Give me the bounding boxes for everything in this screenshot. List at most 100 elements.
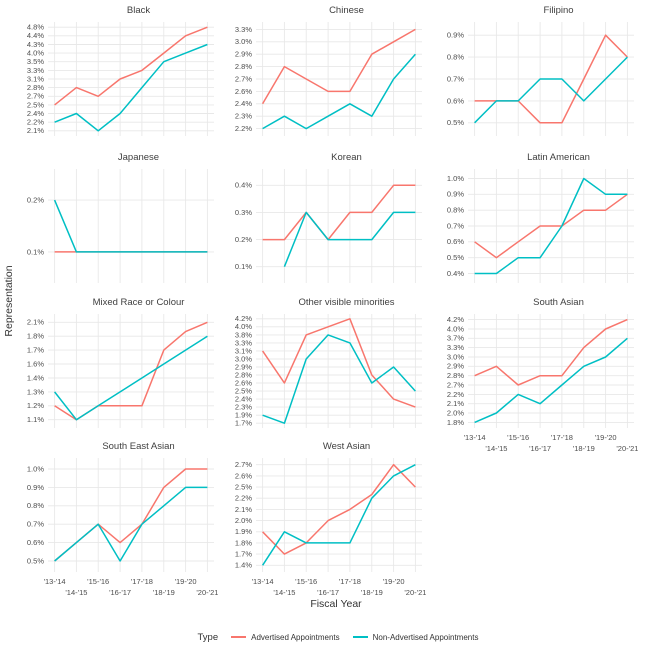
y-tick-labels: 1.7%1.9%2.3%2.4%2.5%2.6%2.8%2.9%3.0%3.1%… — [235, 314, 252, 427]
svg-text:2.8%: 2.8% — [235, 62, 252, 71]
facet-west-asian: West Asian 1.4% 1.7% 1.8% 1.9% 2.0% 2.1% 2.2% 2.… — [222, 440, 437, 609]
svg-text:'19-'20: '19-'20 — [175, 577, 197, 586]
svg-text:2.5%: 2.5% — [235, 387, 252, 396]
svg-text:'18-'19: '18-'19 — [153, 588, 175, 597]
svg-text:4.0%: 4.0% — [235, 322, 252, 331]
facet-other-visible-minorities: Other visible minorities 1.7% 1.9% 2.3% 2.4%… — [222, 296, 437, 437]
svg-text:0.1%: 0.1% — [235, 262, 252, 271]
v-gridlines — [474, 314, 628, 428]
svg-text:'15-'16: '15-'16 — [87, 577, 109, 586]
svg-text:3.3%: 3.3% — [27, 66, 44, 75]
facet-korean: Korean 0.1% 0.2% 0.3% 0.4% — [222, 151, 437, 292]
svg-text:'19-'20: '19-'20 — [383, 577, 405, 586]
facet-plot-chinese: 2.2% 2.3% 2.4% 2.6% 2.7% 2.8% 2.9% 3.0% 3.3% — [235, 22, 422, 136]
svg-text:2.1%: 2.1% — [447, 399, 464, 408]
svg-text:4.4%: 4.4% — [27, 31, 44, 40]
svg-text:0.8%: 0.8% — [447, 53, 464, 62]
facet-title-latin-american: Latin American — [527, 152, 590, 163]
svg-text:2.7%: 2.7% — [235, 74, 252, 83]
svg-text:0.6%: 0.6% — [447, 237, 464, 246]
svg-text:'16-'17: '16-'17 — [109, 588, 131, 597]
svg-text:2.1%: 2.1% — [27, 126, 44, 135]
v-gridlines — [54, 458, 208, 572]
svg-text:0.4%: 0.4% — [235, 181, 252, 190]
svg-text:3.1%: 3.1% — [235, 346, 252, 355]
svg-text:1.1%: 1.1% — [27, 415, 44, 424]
svg-text:0.9%: 0.9% — [447, 190, 464, 199]
facet-mixed-race-or-colour: Mixed Race or Colour 1.1% 1.2% 1.3% 1.4% 1.6%… — [14, 296, 229, 437]
svg-text:0.9%: 0.9% — [447, 31, 464, 40]
svg-text:'20-'21: '20-'21 — [404, 588, 426, 597]
svg-text:'13-'14: '13-'14 — [252, 577, 274, 586]
h-gridlines — [256, 28, 422, 130]
svg-text:1.7%: 1.7% — [235, 550, 252, 559]
svg-text:'16-'17: '16-'17 — [317, 588, 339, 597]
facet-title-other-visible-minorities: Other visible minorities — [298, 297, 395, 308]
svg-text:2.1%: 2.1% — [27, 318, 44, 327]
non-advertised-line — [474, 337, 628, 424]
facet-south-asian: South Asian 1.8% 2.0% 2.1% 2.2% 2.7% 2.8% 2.9% 3… — [434, 296, 646, 465]
svg-text:2.5%: 2.5% — [27, 100, 44, 109]
svg-text:2.1%: 2.1% — [235, 505, 252, 514]
svg-text:1.4%: 1.4% — [235, 561, 252, 570]
y-tick-labels: 2.1%2.2%2.4%2.5%2.7%2.8%3.1%3.3%3.5%4.0%… — [27, 23, 44, 136]
svg-text:0.8%: 0.8% — [447, 206, 464, 215]
svg-text:2.9%: 2.9% — [447, 362, 464, 371]
svg-text:1.9%: 1.9% — [235, 411, 252, 420]
svg-text:2.6%: 2.6% — [235, 471, 252, 480]
svg-text:3.5%: 3.5% — [27, 57, 44, 66]
svg-text:2.8%: 2.8% — [235, 370, 252, 379]
facet-title-west-asian: West Asian — [322, 441, 371, 452]
v-gridlines — [54, 314, 208, 428]
svg-text:'13-'14: '13-'14 — [44, 577, 66, 586]
facet-title-black: Black — [126, 5, 151, 16]
svg-text:0.7%: 0.7% — [447, 221, 464, 230]
svg-text:3.0%: 3.0% — [235, 37, 252, 46]
svg-text:4.2%: 4.2% — [235, 314, 252, 323]
y-tick-labels: 0.5% 0.6% 0.7% 0.8% 0.9% 1.0% — [27, 464, 44, 565]
svg-text:3.0%: 3.0% — [447, 352, 464, 361]
svg-text:3.0%: 3.0% — [235, 354, 252, 363]
svg-text:'14-'15: '14-'15 — [65, 588, 87, 597]
advertised-line-swatch — [231, 636, 247, 638]
facet-plot-japanese: 0.1% 0.2% — [27, 169, 214, 283]
svg-text:0.7%: 0.7% — [27, 520, 44, 529]
svg-text:2.2%: 2.2% — [27, 118, 44, 127]
svg-text:2.7%: 2.7% — [447, 380, 464, 389]
svg-text:0.3%: 0.3% — [235, 208, 252, 217]
non-advertised-line — [54, 43, 208, 132]
legend-label-non-advertised: Non-Advertised Appointments — [372, 632, 479, 642]
svg-text:3.8%: 3.8% — [235, 330, 252, 339]
advertised-line — [261, 318, 416, 408]
v-gridlines — [54, 169, 208, 283]
svg-text:2.5%: 2.5% — [235, 483, 252, 492]
h-gridlines — [468, 34, 634, 124]
v-gridlines — [262, 458, 416, 572]
svg-text:3.3%: 3.3% — [447, 343, 464, 352]
svg-text:'18-'19: '18-'19 — [573, 444, 595, 453]
facet-south-east-asian: South East Asian 0.5% 0.6% 0.7% 0.8% 0.9% 1.0%… — [14, 440, 229, 609]
x-axis-title: Fiscal Year — [310, 598, 362, 610]
facet-title-south-east-asian: South East Asian — [102, 441, 175, 452]
svg-text:0.1%: 0.1% — [27, 247, 44, 256]
svg-text:2.8%: 2.8% — [27, 83, 44, 92]
y-tick-labels: 0.1% 0.2% — [27, 196, 44, 257]
svg-text:1.6%: 1.6% — [27, 359, 44, 368]
legend: Type Advertised Appointments Non-Adverti… — [0, 626, 646, 648]
svg-text:'15-'16: '15-'16 — [295, 577, 317, 586]
svg-text:2.3%: 2.3% — [235, 112, 252, 121]
facet-title-filipino: Filipino — [543, 5, 574, 16]
facet-black: Black 2.1% 2.2% 2.4% 2.5% 2.7% 2.8% 3.1% 3.3% 3.5… — [14, 4, 229, 145]
svg-text:2.4%: 2.4% — [235, 395, 252, 404]
svg-text:'18-'19: '18-'19 — [361, 588, 383, 597]
svg-text:3.7%: 3.7% — [447, 334, 464, 343]
svg-text:2.9%: 2.9% — [235, 50, 252, 59]
svg-text:2.9%: 2.9% — [235, 362, 252, 371]
facet-title-japanese: Japanese — [117, 152, 160, 163]
svg-text:1.9%: 1.9% — [235, 527, 252, 536]
svg-text:0.5%: 0.5% — [447, 253, 464, 262]
facet-plot-other-visible-minorities: 1.7%1.9%2.3%2.4%2.5%2.6%2.8%2.9%3.0%3.1%… — [235, 314, 422, 428]
non-advertised-line — [262, 334, 416, 424]
svg-text:2.8%: 2.8% — [447, 371, 464, 380]
